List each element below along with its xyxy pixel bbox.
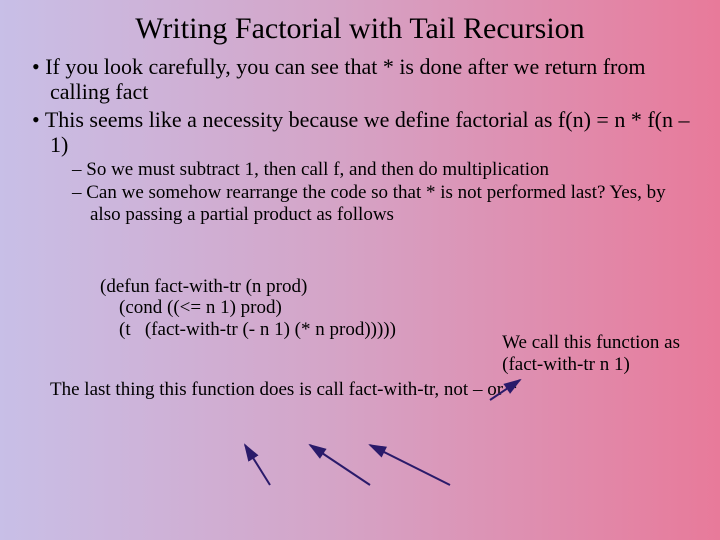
arrow-1 [245, 445, 270, 485]
bullet-2: This seems like a necessity because we d… [0, 107, 720, 158]
code-block: (defun fact-with-tr (n prod) (cond ((<= … [0, 254, 720, 341]
subbullet-2: Can we somehow rearrange the code so tha… [0, 182, 720, 226]
code-line-2: (cond ((<= n 1) prod) [100, 297, 282, 318]
call-note: We call this function as (fact-with-tr n… [502, 332, 680, 376]
last-line: The last thing this function does is cal… [0, 379, 720, 401]
slide-title: Writing Factorial with Tail Recursion [0, 0, 720, 54]
arrow-2 [310, 445, 370, 485]
subbullet-1: So we must subtract 1, then call f, and … [0, 159, 720, 181]
call-note-line2: (fact-with-tr n 1) [502, 354, 680, 376]
arrow-3 [370, 445, 450, 485]
code-line-3: (t (fact-with-tr (- n 1) (* n prod))))) [100, 319, 396, 340]
call-note-line1: We call this function as [502, 332, 680, 354]
bullet-1: If you look carefully, you can see that … [0, 54, 720, 105]
code-line-1: (defun fact-with-tr (n prod) [100, 276, 307, 297]
